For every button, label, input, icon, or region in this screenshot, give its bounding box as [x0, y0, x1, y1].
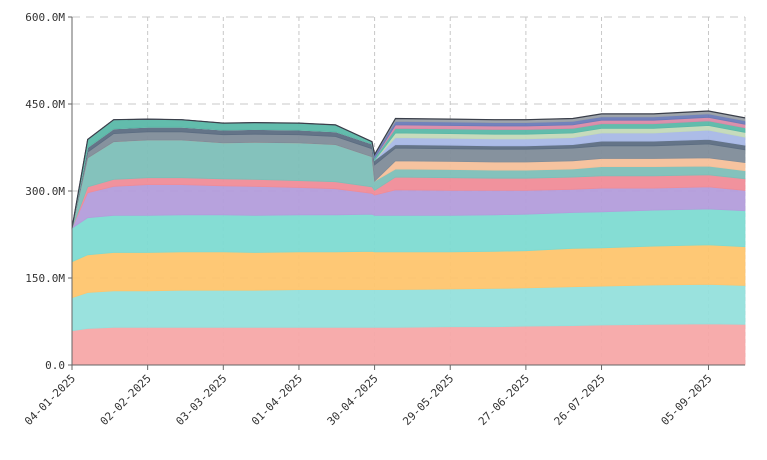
x-tick-label: 03-03-2025 [173, 372, 229, 428]
x-tick-label: 05-09-2025 [659, 372, 715, 428]
x-tick-label: 26-07-2025 [552, 372, 608, 428]
area-series-1 [71, 323, 746, 366]
stack-top-outline [71, 110, 746, 229]
y-tick-label: 0.0 [45, 359, 65, 372]
y-tick-label: 150.0M [25, 272, 65, 285]
area-series-2 [71, 283, 746, 332]
area-series [71, 110, 746, 366]
x-tick-label: 01-04-2025 [249, 372, 305, 428]
x-tick-label: 04-01-2025 [22, 372, 78, 428]
x-tick-label: 27-06-2025 [476, 372, 532, 428]
y-tick-label: 450.0M [25, 98, 65, 111]
y-tick-label: 300.0M [25, 185, 65, 198]
x-tick-label: 02-02-2025 [98, 372, 154, 428]
x-tick-label: 29-05-2025 [400, 372, 456, 428]
x-tick-label: 30-04-2025 [325, 372, 381, 428]
y-tick-label: 600.0M [25, 11, 65, 24]
